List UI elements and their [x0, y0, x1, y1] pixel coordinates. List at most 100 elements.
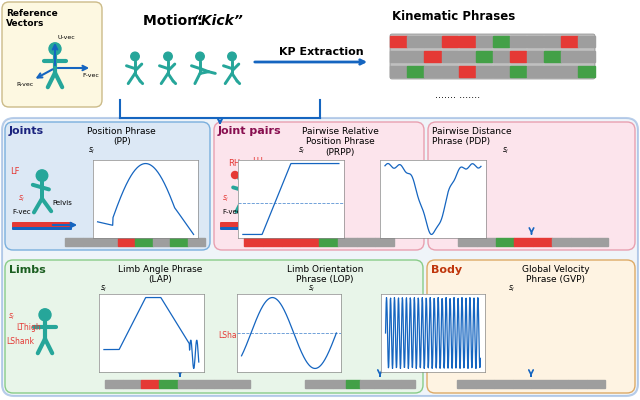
Bar: [476, 66, 492, 77]
Text: Velocity: Velocity: [438, 308, 468, 317]
Bar: [494, 380, 513, 388]
Bar: [544, 66, 561, 77]
Circle shape: [447, 171, 458, 182]
FancyBboxPatch shape: [5, 122, 210, 250]
Bar: [493, 36, 509, 47]
Bar: [570, 238, 589, 246]
Bar: [476, 36, 492, 47]
Bar: [459, 66, 475, 77]
Text: $s_i$: $s_i$: [8, 311, 15, 322]
Bar: [442, 51, 458, 62]
Bar: [105, 380, 123, 388]
Text: $s_i$: $s_i$: [508, 284, 515, 294]
Text: U-vec: U-vec: [57, 35, 75, 40]
FancyBboxPatch shape: [428, 122, 635, 250]
Text: Global Velocity
Phrase (GVP): Global Velocity Phrase (GVP): [522, 265, 590, 284]
Bar: [477, 238, 495, 246]
Text: Pairwise Distance
Phrase (PDP): Pairwise Distance Phrase (PDP): [432, 127, 511, 146]
Bar: [578, 36, 595, 47]
Bar: [568, 380, 586, 388]
Text: F-vec: F-vec: [222, 209, 241, 215]
Bar: [458, 238, 477, 246]
Bar: [424, 66, 441, 77]
Bar: [300, 238, 319, 246]
Text: Limbs: Limbs: [9, 265, 45, 275]
Bar: [141, 380, 159, 388]
Circle shape: [252, 168, 259, 176]
FancyBboxPatch shape: [390, 34, 595, 79]
Text: Joint pairs: Joint pairs: [218, 126, 282, 136]
Text: LF: LF: [10, 167, 19, 176]
Bar: [390, 36, 407, 47]
Text: R-vec: R-vec: [16, 82, 33, 87]
FancyBboxPatch shape: [427, 260, 635, 393]
Bar: [360, 380, 374, 388]
Bar: [123, 380, 141, 388]
Bar: [214, 380, 232, 388]
Bar: [390, 66, 407, 77]
Text: Position Phrase
(PP): Position Phrase (PP): [88, 127, 156, 146]
Text: Pelvis: Pelvis: [52, 200, 72, 206]
FancyBboxPatch shape: [220, 222, 275, 228]
FancyBboxPatch shape: [2, 2, 102, 107]
Circle shape: [196, 52, 204, 61]
Circle shape: [228, 52, 236, 61]
Text: Limb Angle Phrase
(LAP): Limb Angle Phrase (LAP): [118, 265, 202, 284]
Bar: [527, 36, 543, 47]
Bar: [356, 238, 375, 246]
Bar: [408, 66, 424, 77]
Text: LShank: LShank: [6, 337, 34, 346]
Text: LHip: LHip: [461, 170, 480, 179]
Text: $s_i$: $s_i$: [255, 331, 262, 342]
Circle shape: [237, 171, 248, 182]
Text: $s_i$: $s_i$: [298, 146, 305, 156]
Text: $s_i$: $s_i$: [100, 284, 108, 294]
Bar: [118, 238, 135, 246]
Bar: [375, 238, 394, 246]
Bar: [83, 238, 100, 246]
Bar: [282, 238, 300, 246]
Bar: [544, 36, 561, 47]
Circle shape: [164, 52, 172, 61]
FancyBboxPatch shape: [5, 260, 423, 393]
Bar: [319, 238, 338, 246]
Text: KP Extraction: KP Extraction: [279, 47, 364, 57]
Text: $s_i$: $s_i$: [502, 146, 509, 156]
Bar: [527, 51, 543, 62]
Bar: [476, 51, 492, 62]
Bar: [263, 238, 282, 246]
Bar: [401, 380, 415, 388]
Bar: [533, 238, 552, 246]
Bar: [442, 36, 458, 47]
Bar: [515, 238, 533, 246]
Bar: [495, 238, 515, 246]
FancyBboxPatch shape: [12, 227, 72, 230]
Bar: [232, 380, 250, 388]
FancyBboxPatch shape: [2, 118, 638, 396]
FancyBboxPatch shape: [12, 222, 72, 228]
Text: F-vec: F-vec: [438, 343, 456, 349]
Text: $s_i$: $s_i$: [443, 327, 451, 338]
Bar: [100, 238, 118, 246]
Bar: [552, 238, 570, 246]
Text: $s_i$: $s_i$: [308, 284, 316, 294]
Bar: [177, 380, 196, 388]
Bar: [338, 238, 356, 246]
Bar: [578, 66, 595, 77]
Bar: [319, 380, 333, 388]
Bar: [196, 380, 214, 388]
Circle shape: [49, 43, 61, 55]
Bar: [346, 380, 360, 388]
Text: RH: RH: [228, 159, 240, 168]
Bar: [561, 36, 578, 47]
Bar: [374, 380, 387, 388]
Bar: [387, 380, 401, 388]
Bar: [152, 238, 170, 246]
Bar: [170, 238, 188, 246]
Bar: [305, 380, 319, 388]
Bar: [135, 238, 152, 246]
Bar: [65, 238, 83, 246]
Text: $s_i$: $s_i$: [222, 193, 230, 204]
Circle shape: [454, 311, 465, 322]
Text: F-vec: F-vec: [238, 353, 257, 359]
